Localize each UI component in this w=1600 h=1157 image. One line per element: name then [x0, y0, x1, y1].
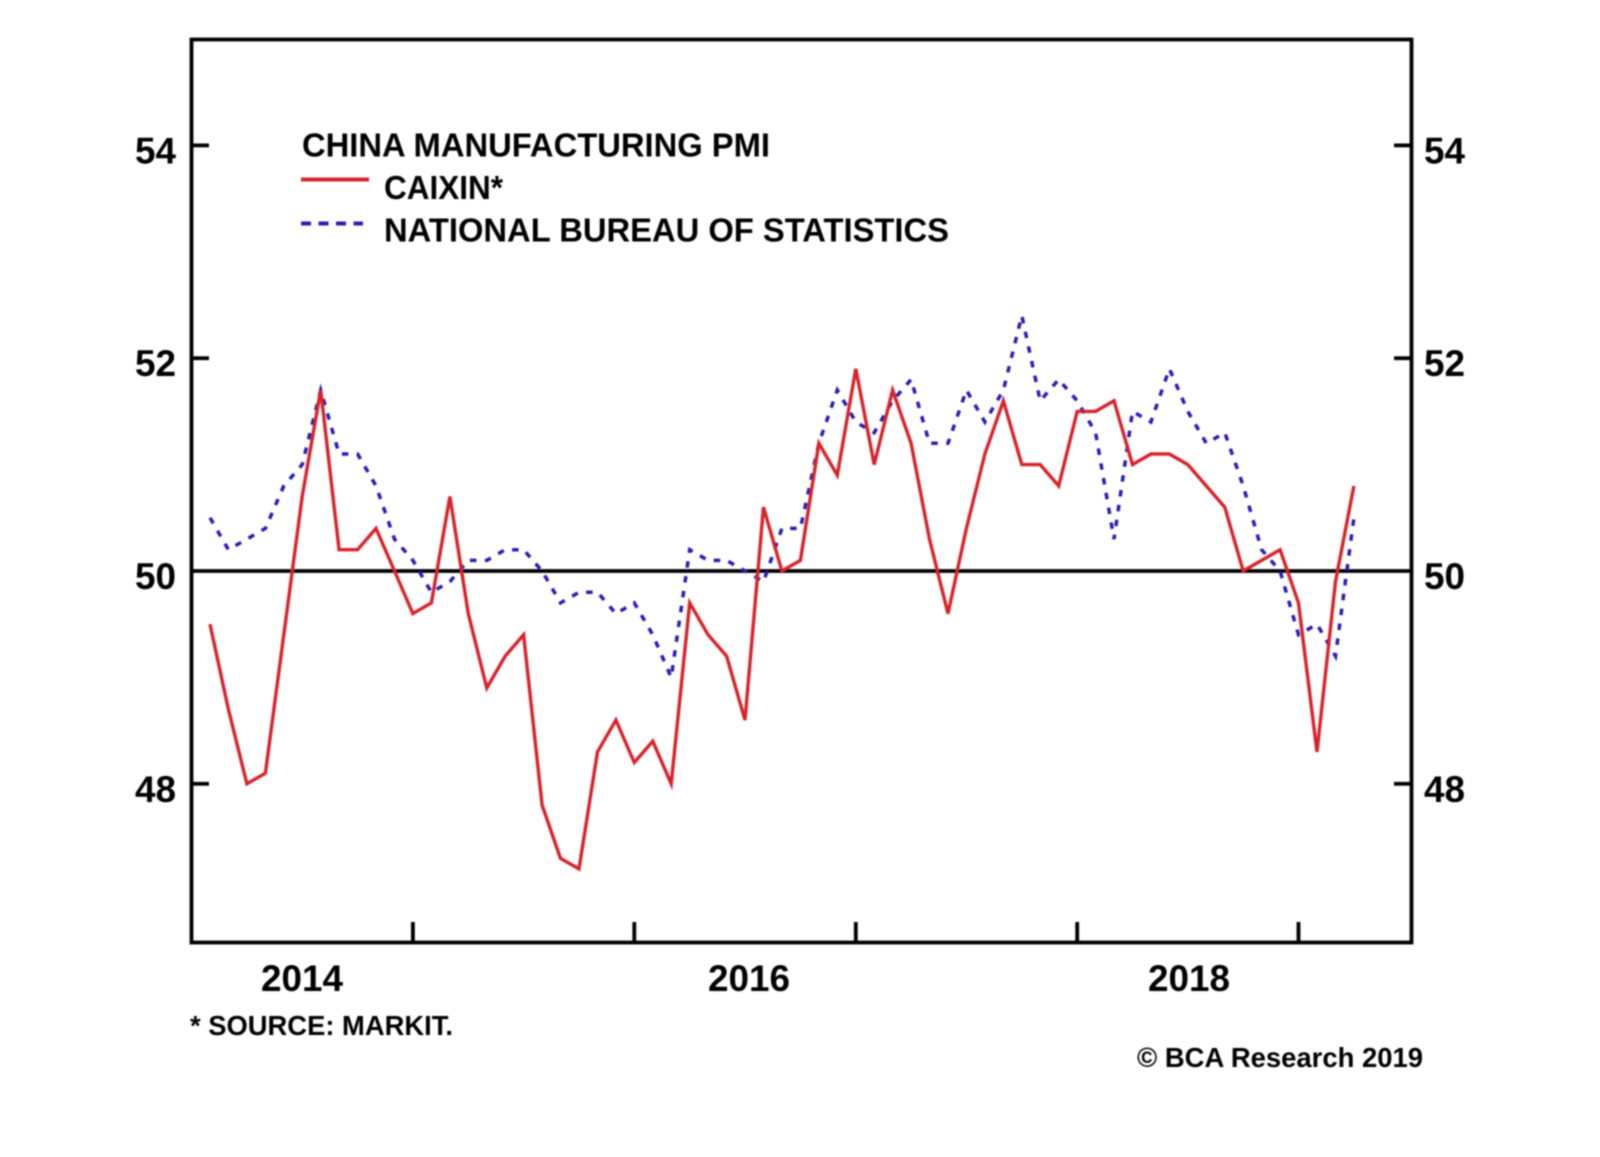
- svg-text:2014: 2014: [261, 958, 343, 999]
- svg-text:54: 54: [135, 130, 176, 171]
- svg-text:* SOURCE: MARKIT.: * SOURCE: MARKIT.: [190, 1010, 453, 1041]
- svg-text:CHINA MANUFACTURING PMI: CHINA MANUFACTURING PMI: [302, 127, 770, 164]
- svg-text:50: 50: [135, 556, 176, 597]
- svg-text:52: 52: [135, 343, 176, 384]
- svg-text:50: 50: [1424, 556, 1465, 597]
- svg-text:2016: 2016: [708, 958, 790, 999]
- svg-text:2018: 2018: [1148, 958, 1230, 999]
- svg-text:54: 54: [1424, 130, 1465, 171]
- svg-text:48: 48: [135, 769, 176, 810]
- svg-text:52: 52: [1424, 343, 1465, 384]
- svg-text:NATIONAL BUREAU OF STATISTICS: NATIONAL BUREAU OF STATISTICS: [384, 212, 949, 249]
- svg-text:48: 48: [1424, 769, 1465, 810]
- svg-text:CAIXIN*: CAIXIN*: [384, 169, 503, 206]
- svg-text:© BCA Research 2019: © BCA Research 2019: [1137, 1042, 1423, 1073]
